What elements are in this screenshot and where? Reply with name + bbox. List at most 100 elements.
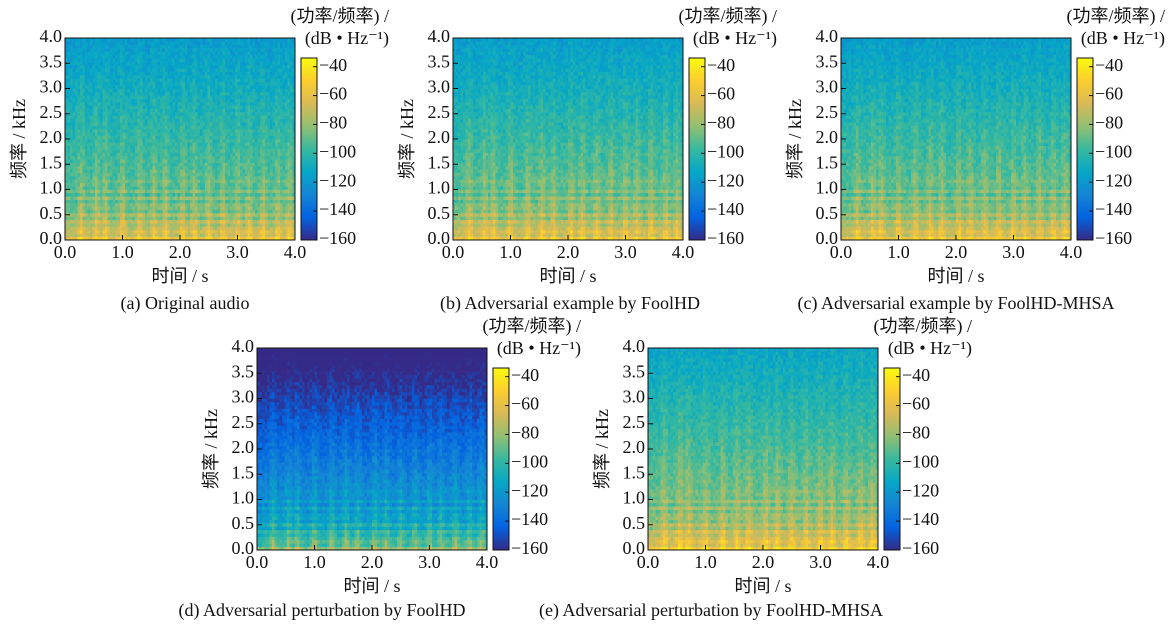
spectrogram-cell [260,193,263,197]
spectrogram-cell [125,82,128,86]
spectrogram-cell [193,95,196,99]
spectrogram-cell [120,55,123,59]
spectrogram-cell [218,156,221,160]
spectrogram-cell [110,75,113,79]
spectrogram-cell [78,62,81,66]
spectrogram-cell [70,203,73,207]
spectrogram-cell [118,139,121,143]
spectrogram-cell [245,102,248,106]
spectrogram-cell [235,126,238,130]
spectrogram-cell [78,132,81,136]
spectrogram-cell [100,193,103,197]
spectrogram-cell [205,68,208,72]
spectrogram-cell [105,85,108,89]
spectrogram-cell [265,136,268,140]
spectrogram-cell [190,186,193,190]
spectrogram-cell [265,186,268,190]
spectrogram-cell [178,132,181,136]
spectrogram-cell [180,139,183,143]
spectrogram-cell [210,48,213,52]
spectrogram-cell [170,55,173,59]
spectrogram-cell [160,38,163,42]
spectrogram-cell [150,126,153,130]
spectrogram-cell [163,68,166,72]
spectrogram-cell [243,203,246,207]
spectrogram-cell [223,213,226,217]
spectrogram-cell [265,183,268,187]
spectrogram-cell [198,223,201,227]
spectrogram-cell [263,48,266,52]
spectrogram-cell [130,65,133,69]
spectrogram-cell [115,186,118,190]
spectrogram-cell [140,159,143,163]
spectrogram-cell [198,173,201,177]
spectrogram-cell [218,132,221,136]
spectrogram-cell [85,156,88,160]
spectrogram-cell [188,156,191,160]
spectrogram-cell [83,92,86,96]
spectrogram-cell [83,99,86,103]
spectrogram-cell [248,156,251,160]
spectrogram-cell [150,105,153,109]
spectrogram-cell [168,126,171,130]
spectrogram-cell [230,173,233,177]
spectrogram-cell [88,38,91,42]
spectrogram-cell [133,112,136,116]
spectrogram-cell [113,119,116,123]
spectrogram-cell [188,176,191,180]
spectrogram-cell [185,102,188,106]
spectrogram-cell [268,142,271,146]
spectrogram-cell [123,48,126,52]
spectrogram-cell [200,220,203,224]
spectrogram-cell [143,51,146,55]
spectrogram-cell [228,213,231,217]
spectrogram-cell [233,149,236,153]
spectrogram-cell [215,166,218,170]
spectrogram-cell [128,166,131,170]
spectrogram-cell [75,51,78,55]
spectrogram-cell [140,65,143,69]
spectrogram-cell [270,216,273,220]
spectrogram-cell [235,41,238,45]
spectrogram-cell [193,129,196,133]
spectrogram-cell [113,115,116,119]
spectrogram-cell [148,55,151,59]
spectrogram-cell [165,193,168,197]
spectrogram-cell [120,82,123,86]
spectrogram-cell [153,210,156,214]
spectrogram-cell [198,136,201,140]
spectrogram-cell [225,193,228,197]
spectrogram-cell [220,105,223,109]
spectrogram-cell [168,176,171,180]
spectrogram-cell [175,115,178,119]
spectrogram-cell [160,142,163,146]
spectrogram-cell [130,72,133,76]
spectrogram-cell [213,220,216,224]
spectrogram-cell [240,75,243,79]
spectrogram-cell [215,163,218,167]
spectrogram-cell [190,156,193,160]
spectrogram-cell [203,159,206,163]
spectrogram-cell [165,213,168,217]
spectrogram-cell [115,183,118,187]
spectrogram-cell [138,233,141,237]
spectrogram-cell [185,213,188,217]
spectrogram-cell [118,233,121,237]
spectrogram-cell [238,213,241,217]
spectrogram-cell [205,89,208,93]
spectrogram-cell [110,115,113,119]
spectrogram-cell [200,179,203,183]
spectrogram-cell [88,51,91,55]
spectrogram-cell [125,78,128,82]
spectrogram-cell [205,166,208,170]
spectrogram-cell [83,176,86,180]
spectrogram-cell [88,152,91,156]
spectrogram-cell [123,163,126,167]
spectrogram-cell [165,45,168,49]
spectrogram-cell [80,139,83,143]
spectrogram-cell [88,227,91,231]
spectrogram-cell [153,78,156,82]
spectrogram-cell [223,210,226,214]
spectrogram-cell [120,99,123,103]
spectrogram-cell [265,173,268,177]
